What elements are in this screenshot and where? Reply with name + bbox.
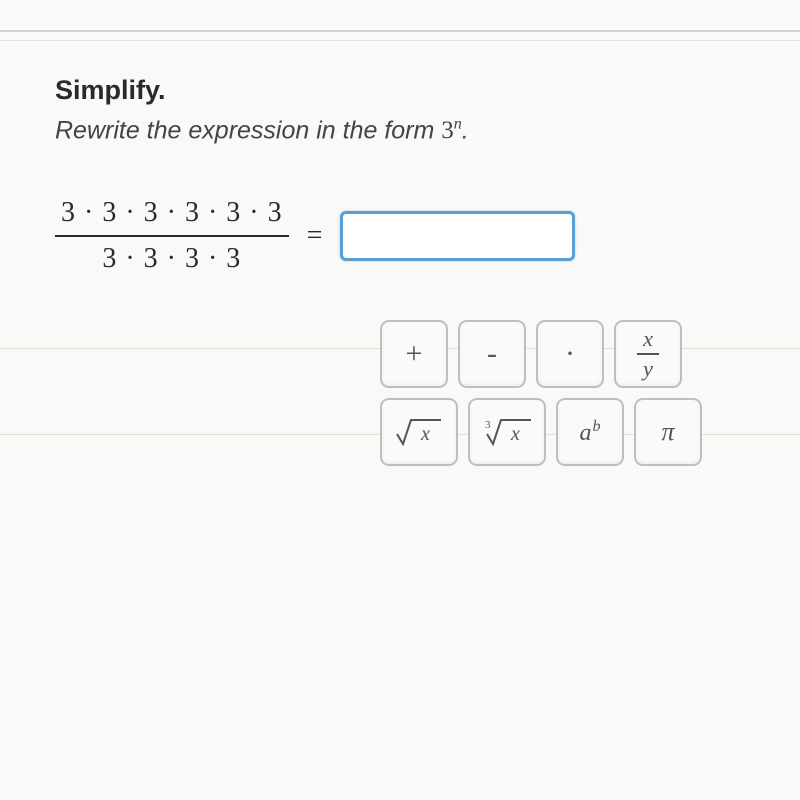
minus-key[interactable]: - — [458, 320, 526, 388]
svg-text:3: 3 — [485, 419, 491, 431]
expression-row: 3 · 3 · 3 · 3 · 3 · 3 3 · 3 · 3 · 3 = — [55, 195, 755, 277]
sqrt-icon: x — [395, 416, 443, 448]
equals-sign: = — [307, 220, 323, 252]
nroot-icon: 3x — [481, 416, 533, 448]
problem-content: Simplify. Rewrite the expression in the … — [55, 75, 755, 277]
plus-key[interactable]: + — [380, 320, 448, 388]
cuberoot-key[interactable]: 3x — [468, 398, 546, 466]
top-divider-2 — [0, 40, 800, 41]
plus-key-label: + — [406, 339, 423, 369]
answer-input[interactable] — [340, 211, 575, 261]
minus-key-label: - — [487, 339, 497, 369]
top-divider — [0, 30, 800, 32]
math-keypad: +-·xyx3xabπ — [380, 320, 702, 466]
fraction-expression: 3 · 3 · 3 · 3 · 3 · 3 3 · 3 · 3 · 3 — [55, 195, 289, 277]
svg-text:x: x — [510, 423, 520, 445]
subtitle-base: 3 — [441, 117, 454, 144]
power-key[interactable]: ab — [556, 398, 624, 466]
keypad-row: x3xabπ — [380, 398, 702, 466]
pi-key[interactable]: π — [634, 398, 702, 466]
fraction-bar — [55, 235, 289, 237]
fraction-denominator: 3 · 3 · 3 · 3 — [96, 241, 247, 277]
fraction-key[interactable]: xy — [614, 320, 682, 388]
subtitle-suffix: . — [462, 116, 469, 144]
dot-key-label: · — [565, 339, 575, 369]
pi-icon: π — [661, 417, 674, 447]
dot-key[interactable]: · — [536, 320, 604, 388]
keypad-row: + - · xy — [380, 320, 702, 388]
svg-text:x: x — [420, 423, 430, 445]
fraction-icon: xy — [637, 328, 659, 380]
power-icon: ab — [580, 418, 601, 447]
subtitle-exponent: n — [454, 116, 462, 133]
sqrt-key[interactable]: x — [380, 398, 458, 466]
subtitle-prefix: Rewrite the expression in the form — [55, 116, 441, 144]
problem-title: Simplify. — [55, 75, 755, 106]
fraction-numerator: 3 · 3 · 3 · 3 · 3 · 3 — [55, 195, 289, 231]
problem-subtitle: Rewrite the expression in the form 3n. — [55, 116, 755, 145]
